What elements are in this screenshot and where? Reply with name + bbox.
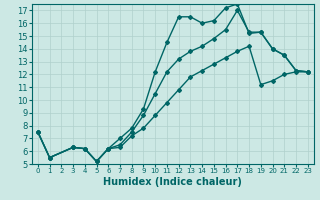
X-axis label: Humidex (Indice chaleur): Humidex (Indice chaleur) xyxy=(103,177,242,187)
